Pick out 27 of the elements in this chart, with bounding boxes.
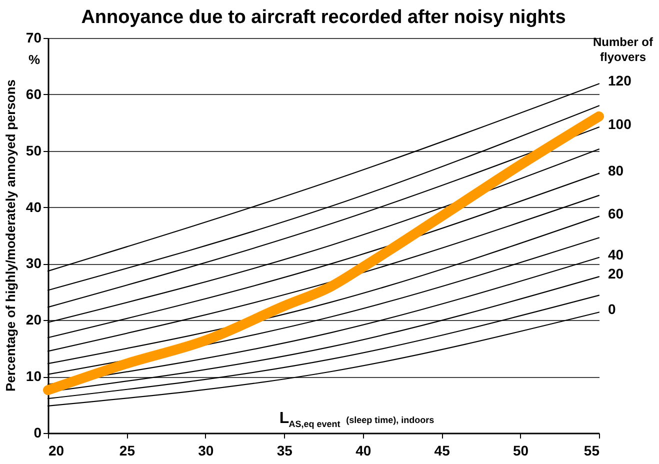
series-label: 80 xyxy=(608,162,624,178)
y-tick-label: 60 xyxy=(26,86,42,102)
legend-title: Number of flyovers xyxy=(593,35,654,64)
x-tick-label: 35 xyxy=(276,442,293,458)
series-label: 120 xyxy=(608,72,632,89)
y-tick-label: 30 xyxy=(26,255,42,272)
y-tick-label: 70 xyxy=(26,30,42,46)
text: % xyxy=(28,52,40,67)
x-tick-label: 30 xyxy=(198,442,214,458)
series-label: 20 xyxy=(608,266,624,282)
y-tick-label: 10 xyxy=(26,368,42,384)
series-label: 100 xyxy=(608,116,632,132)
y-tick-label: 50 xyxy=(26,142,42,158)
x-tick-label: 25 xyxy=(119,442,136,458)
y-axis-title: Percentage of highly/moderately annoyed persons xyxy=(3,79,18,392)
y-tick-label: 40 xyxy=(26,198,42,215)
x-tick-label: 55 xyxy=(584,442,600,458)
series-label: 60 xyxy=(608,205,624,222)
x-tick-label: 40 xyxy=(356,442,372,458)
y-tick-label: 20 xyxy=(26,312,42,328)
chart-title: Annoyance due to aircraft recorded after noisy nights xyxy=(81,7,566,28)
x-tick-label: 45 xyxy=(434,442,450,458)
series-label: 40 xyxy=(608,246,624,263)
series-label: 0 xyxy=(608,301,616,318)
x-tick-label: 20 xyxy=(48,442,64,458)
x-tick-label: 50 xyxy=(512,442,529,458)
y-tick-label: 0 xyxy=(34,424,42,440)
